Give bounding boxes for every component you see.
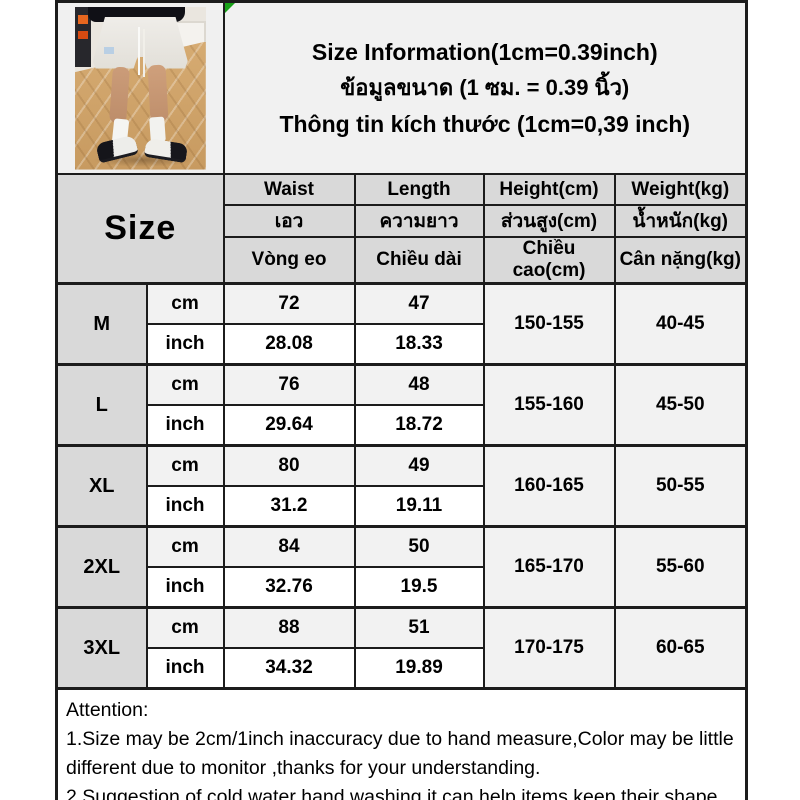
page-title-vi: Thông tin kích thước (1cm=0,39 inch) bbox=[279, 111, 691, 137]
waist-inch-value: 31.2 bbox=[222, 485, 356, 528]
waist-cm-value: 80 bbox=[222, 444, 356, 487]
col-header-height-th: ส่วนสูง(cm) bbox=[482, 204, 616, 238]
page-title-en: Size Information(1cm=0.39inch) bbox=[311, 39, 658, 65]
waist-inch-value: 29.64 bbox=[222, 404, 356, 447]
table-row-xl-cm: XL cm 80 49 160-165 50-55 bbox=[55, 444, 748, 528]
cell-corner-marker-icon bbox=[225, 3, 235, 13]
length-cm-value: 49 bbox=[353, 444, 485, 487]
waist-cm-value: 72 bbox=[222, 282, 356, 325]
table-row-2xl-inch: inch 32.76 19.5 bbox=[57, 566, 747, 609]
col-header-weight-th: น้ำหนัก(kg) bbox=[613, 204, 748, 238]
weight-value: 40-45 bbox=[613, 282, 748, 366]
waist-inch-value: 32.76 bbox=[222, 566, 356, 609]
table-row-xl-inch: inch 31.2 19.11 bbox=[57, 485, 747, 528]
size-label: 3XL bbox=[55, 606, 148, 690]
unit-label-cm: cm bbox=[145, 363, 225, 406]
weight-value: 60-65 bbox=[613, 606, 748, 690]
photo-right-sock bbox=[148, 116, 166, 142]
length-cm-value: 51 bbox=[353, 606, 485, 649]
col-header-height-vi: Chiều cao(cm) bbox=[482, 236, 616, 285]
height-value: 155-160 bbox=[482, 363, 616, 447]
waist-cm-value: 84 bbox=[222, 525, 356, 568]
col-header-weight-vi: Cân nặng(kg) bbox=[613, 236, 748, 285]
size-label: M bbox=[55, 282, 148, 366]
col-header-waist-en: Waist bbox=[222, 173, 356, 206]
col-header-length-en: Length bbox=[353, 173, 485, 206]
header-row-th: เอว ความยาว ส่วนสูง(cm) น้ำหนัก(kg) bbox=[57, 204, 748, 238]
col-header-weight-en: Weight(kg) bbox=[613, 173, 748, 206]
unit-label-cm: cm bbox=[145, 282, 225, 325]
unit-label-inch: inch bbox=[145, 566, 225, 609]
length-inch-value: 19.11 bbox=[353, 485, 485, 528]
header-row-vi: Vòng eo Chiều dài Chiều cao(cm) Cân nặng… bbox=[57, 236, 748, 285]
photo-shelf-item bbox=[77, 30, 88, 39]
unit-label-inch: inch bbox=[145, 647, 225, 690]
weight-value: 45-50 bbox=[613, 363, 748, 447]
attention-note: Attention: 1.Size may be 2cm/1inch inacc… bbox=[55, 687, 748, 800]
length-cm-value: 48 bbox=[353, 363, 485, 406]
height-value: 170-175 bbox=[482, 606, 616, 690]
size-label: XL bbox=[55, 444, 148, 528]
waist-inch-value: 34.32 bbox=[222, 647, 356, 690]
photo-right-leg bbox=[147, 64, 169, 121]
col-header-waist-vi: Vòng eo bbox=[222, 236, 356, 285]
height-value: 160-165 bbox=[482, 444, 616, 528]
unit-label-cm: cm bbox=[145, 606, 225, 649]
table-row-2xl-cm: 2XL cm 84 50 165-170 55-60 bbox=[55, 525, 748, 609]
photo-shelf-item bbox=[77, 14, 88, 24]
size-header: Size bbox=[55, 173, 225, 285]
unit-label-cm: cm bbox=[145, 525, 225, 568]
length-inch-value: 19.5 bbox=[353, 566, 485, 609]
col-header-waist-th: เอว bbox=[222, 204, 356, 238]
weight-value: 50-55 bbox=[613, 444, 748, 528]
length-inch-value: 19.89 bbox=[353, 647, 485, 690]
height-value: 165-170 bbox=[482, 525, 616, 609]
size-label: 2XL bbox=[55, 525, 148, 609]
unit-label-inch: inch bbox=[145, 323, 225, 366]
unit-label-inch: inch bbox=[145, 485, 225, 528]
waist-inch-value: 28.08 bbox=[222, 323, 356, 366]
table-row-l-inch: inch 29.64 18.72 bbox=[57, 404, 747, 447]
unit-label-inch: inch bbox=[145, 404, 225, 447]
attention-line-2: 2.Suggestion of cold water hand washing,… bbox=[66, 785, 723, 800]
size-table: Size Information(1cm=0.39inch) ข้อมูลขนา… bbox=[55, 0, 749, 800]
photo-drawstring bbox=[137, 26, 140, 75]
table-row-3xl-cm: 3XL cm 88 51 170-175 60-65 bbox=[55, 606, 748, 690]
table-row-m-cm: M cm 72 47 150-155 40-45 bbox=[55, 282, 748, 366]
length-inch-value: 18.33 bbox=[353, 323, 485, 366]
waist-cm-value: 76 bbox=[222, 363, 356, 406]
header-row-en: Size Waist Length Height(cm) Weight(kg) bbox=[55, 173, 748, 285]
waist-cm-value: 88 bbox=[222, 606, 356, 649]
photo-left-leg bbox=[108, 65, 130, 124]
col-header-height-en: Height(cm) bbox=[482, 173, 616, 206]
attention-heading: Attention: bbox=[66, 699, 149, 721]
attention-line-1: 1.Size may be 2cm/1inch inaccuracy due t… bbox=[66, 727, 734, 779]
attention-row: Attention: 1.Size may be 2cm/1inch inacc… bbox=[55, 687, 748, 800]
page-title-th: ข้อมูลขนาด (1 ซม. = 0.39 นิ้ว) bbox=[340, 75, 630, 100]
product-photo bbox=[74, 6, 206, 170]
col-header-length-vi: Chiều dài bbox=[353, 236, 485, 285]
photo-logo-patch bbox=[103, 46, 114, 54]
table-row-l-cm: L cm 76 48 155-160 45-50 bbox=[55, 363, 748, 447]
product-photo-cell bbox=[55, 0, 225, 175]
col-header-length-th: ความยาว bbox=[353, 204, 485, 238]
length-inch-value: 18.72 bbox=[353, 404, 485, 447]
title-row: Size Information(1cm=0.39inch) ข้อมูลขนา… bbox=[55, 0, 748, 175]
title-cell: Size Information(1cm=0.39inch) ข้อมูลขนา… bbox=[222, 0, 748, 175]
length-cm-value: 47 bbox=[353, 282, 485, 325]
length-cm-value: 50 bbox=[353, 525, 485, 568]
weight-value: 55-60 bbox=[613, 525, 748, 609]
size-label: L bbox=[55, 363, 148, 447]
table-row-m-inch: inch 28.08 18.33 bbox=[57, 323, 747, 366]
height-value: 150-155 bbox=[482, 282, 616, 366]
table-row-3xl-inch: inch 34.32 19.89 bbox=[57, 647, 747, 690]
unit-label-cm: cm bbox=[145, 444, 225, 487]
